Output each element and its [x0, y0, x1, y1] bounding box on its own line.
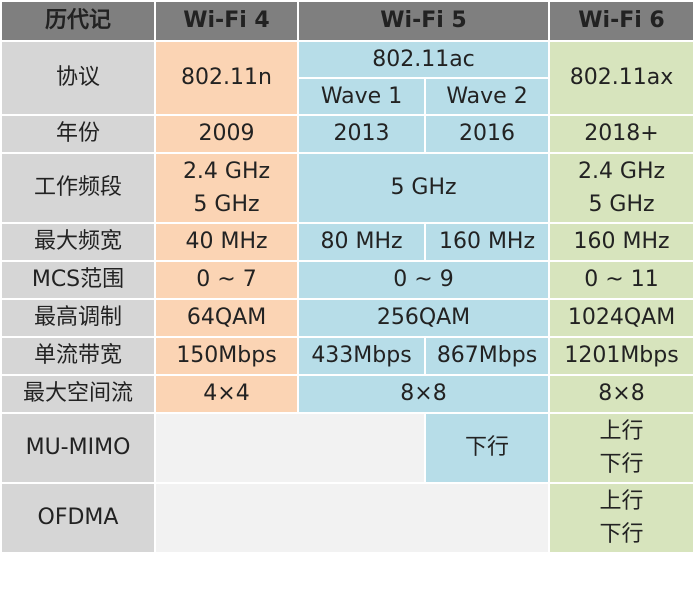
cell-wifi4-protocol: 802.11n: [154, 40, 299, 116]
cell-wifi5-band: 5 GHz: [296, 152, 551, 224]
cell-wifi4-band-5: 5 GHz: [193, 192, 260, 217]
cell-mu-mimo-empty: [154, 412, 426, 484]
cell-wave2-label: Wave 2: [423, 77, 551, 116]
cell-wifi5-modulation: 256QAM: [296, 298, 551, 338]
cell-wave2-stream-rate: 867Mbps: [423, 336, 551, 376]
row-spatial-streams: 最大空间流 4×4 8×8 8×8: [0, 374, 693, 414]
row-bandwidth: 最大频宽 40 MHz 80 MHz 160 MHz 160 MHz: [0, 222, 693, 262]
cell-wifi6-year: 2018+: [548, 114, 693, 154]
cell-wifi4-spatial: 4×4: [154, 374, 299, 414]
header-row: 历代记 Wi-Fi 4 Wi-Fi 5 Wi-Fi 6: [0, 0, 693, 42]
cell-wifi6-band: 2.4 GHz 5 GHz: [548, 152, 693, 224]
cell-wifi5-spatial: 8×8: [296, 374, 551, 414]
row-modulation: 最高调制 64QAM 256QAM 1024QAM: [0, 298, 693, 338]
cell-wave2-mu-mimo: 下行: [423, 412, 551, 484]
row-protocol-top: 协议 802.11n 802.11ac 802.11ax: [0, 40, 693, 116]
cell-wave1-bandwidth: 80 MHz: [297, 222, 426, 262]
cell-wifi6-band-24: 2.4 GHz: [577, 159, 666, 184]
cell-ofdma-empty: [153, 482, 551, 554]
cell-wifi6-mu-mimo-up: 上行: [599, 419, 644, 444]
wifi-comparison-table: 历代记 Wi-Fi 4 Wi-Fi 5 Wi-Fi 6 协议 802.11n 8…: [0, 0, 693, 554]
label-ofdma: OFDMA: [0, 482, 156, 554]
cell-wifi6-spatial: 8×8: [548, 374, 693, 414]
cell-wifi6-ofdma: 上行 下行: [548, 482, 693, 554]
header-wifi5: Wi-Fi 5: [296, 0, 551, 42]
cell-wifi4-band: 2.4 GHz 5 GHz: [154, 152, 299, 224]
cell-wifi6-mu-mimo-down: 下行: [599, 452, 644, 477]
cell-wifi6-bandwidth: 160 MHz: [548, 222, 693, 262]
label-mu-mimo: MU-MIMO: [0, 412, 156, 484]
cell-wifi4-mcs: 0 ~ 7: [154, 260, 299, 300]
cell-wifi5-mcs: 0 ~ 9: [296, 260, 551, 300]
label-band: 工作频段: [0, 152, 156, 224]
label-bandwidth: 最大频宽: [0, 222, 156, 262]
row-protocol-waves: Wave 1 Wave 2: [1, 77, 693, 116]
label-year: 年份: [0, 114, 156, 154]
row-mcs: MCS范围 0 ~ 7 0 ~ 9 0 ~ 11: [0, 260, 693, 300]
cell-wifi5-protocol: 802.11ac: [296, 40, 551, 79]
cell-wifi4-bandwidth: 40 MHz: [154, 222, 299, 262]
cell-wifi4-stream-rate: 150Mbps: [154, 336, 299, 376]
header-wifi6: Wi-Fi 6: [548, 0, 693, 42]
cell-wifi6-modulation: 1024QAM: [548, 298, 693, 338]
cell-wave2-year: 2016: [423, 114, 551, 154]
row-ofdma: OFDMA 上行 下行: [0, 482, 693, 554]
cell-wifi4-band-24: 2.4 GHz: [182, 159, 271, 184]
row-year: 年份 2009 2013 2016 2018+: [0, 114, 693, 154]
label-stream-rate: 单流带宽: [0, 336, 156, 376]
cell-wifi6-band-5: 5 GHz: [588, 192, 655, 217]
cell-wifi6-stream-rate: 1201Mbps: [548, 336, 693, 376]
label-modulation: 最高调制: [0, 298, 156, 338]
cell-wifi6-mcs: 0 ~ 11: [548, 260, 693, 300]
cell-wifi6-protocol: 802.11ax: [548, 40, 693, 116]
cell-wifi6-ofdma-up: 上行: [599, 489, 644, 514]
cell-wifi6-ofdma-down: 下行: [599, 522, 644, 547]
cell-wave1-label: Wave 1: [297, 77, 426, 116]
cell-wave1-year: 2013: [297, 114, 426, 154]
cell-wave2-bandwidth: 160 MHz: [423, 222, 551, 262]
row-stream-rate: 单流带宽 150Mbps 433Mbps 867Mbps 1201Mbps: [0, 336, 693, 376]
label-protocol: 协议: [0, 40, 156, 116]
header-wifi4: Wi-Fi 4: [154, 0, 299, 42]
header-generation: 历代记: [0, 0, 156, 42]
label-mcs: MCS范围: [0, 260, 156, 300]
cell-wifi6-mu-mimo: 上行 下行: [548, 412, 693, 484]
row-mu-mimo: MU-MIMO 下行 上行 下行: [0, 412, 693, 484]
bottom-whitespace: [0, 555, 693, 605]
cell-wifi4-year: 2009: [154, 114, 299, 154]
row-band: 工作频段 2.4 GHz 5 GHz 5 GHz 2.4 GHz 5 GHz: [0, 152, 693, 224]
cell-wifi4-modulation: 64QAM: [154, 298, 299, 338]
label-spatial-streams: 最大空间流: [0, 374, 156, 414]
cell-wave1-stream-rate: 433Mbps: [297, 336, 426, 376]
